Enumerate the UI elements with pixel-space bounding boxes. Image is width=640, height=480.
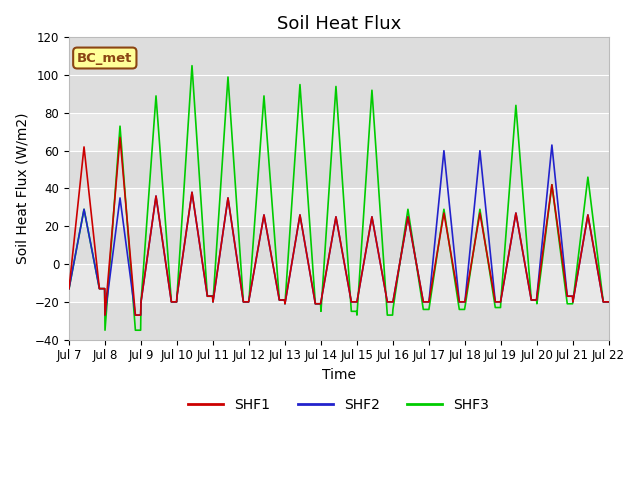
Y-axis label: Soil Heat Flux (W/m2): Soil Heat Flux (W/m2) bbox=[15, 113, 29, 264]
SHF2 bbox=[186, 207, 193, 213]
SHF1 bbox=[246, 291, 254, 297]
SHF3 bbox=[423, 307, 431, 312]
SHF2 bbox=[246, 293, 253, 299]
SHF1 bbox=[493, 299, 501, 305]
SHF3 bbox=[186, 103, 193, 109]
Bar bbox=[69, 151, 609, 189]
SHF1 bbox=[423, 299, 431, 305]
SHF2 bbox=[605, 299, 612, 305]
SHF3 bbox=[541, 235, 549, 241]
Line: SHF2: SHF2 bbox=[69, 145, 609, 315]
Bar bbox=[69, 226, 609, 264]
Legend: SHF1, SHF2, SHF3: SHF1, SHF2, SHF3 bbox=[183, 392, 495, 418]
SHF2 bbox=[172, 299, 180, 305]
Line: SHF1: SHF1 bbox=[69, 137, 609, 315]
SHF3 bbox=[605, 299, 612, 305]
SHF1 bbox=[541, 232, 549, 238]
Bar bbox=[69, 302, 609, 340]
SHF3 bbox=[101, 327, 109, 333]
SHF2 bbox=[423, 299, 431, 305]
SHF1 bbox=[173, 299, 180, 305]
SHF3 bbox=[65, 286, 73, 291]
X-axis label: Time: Time bbox=[322, 368, 356, 382]
Bar bbox=[69, 37, 609, 113]
SHF2 bbox=[548, 142, 556, 148]
SHF1 bbox=[605, 299, 612, 305]
Text: BC_met: BC_met bbox=[77, 51, 132, 64]
SHF3 bbox=[188, 63, 196, 69]
Title: Soil Heat Flux: Soil Heat Flux bbox=[276, 15, 401, 33]
SHF1 bbox=[186, 205, 193, 211]
SHF3 bbox=[246, 282, 254, 288]
SHF1 bbox=[101, 312, 109, 318]
SHF1 bbox=[65, 286, 73, 291]
SHF1 bbox=[116, 134, 124, 140]
SHF2 bbox=[101, 312, 109, 318]
SHF2 bbox=[541, 214, 548, 220]
SHF2 bbox=[65, 286, 73, 291]
SHF3 bbox=[493, 305, 501, 311]
Line: SHF3: SHF3 bbox=[69, 66, 609, 330]
SHF2 bbox=[493, 299, 501, 305]
SHF3 bbox=[172, 299, 180, 305]
